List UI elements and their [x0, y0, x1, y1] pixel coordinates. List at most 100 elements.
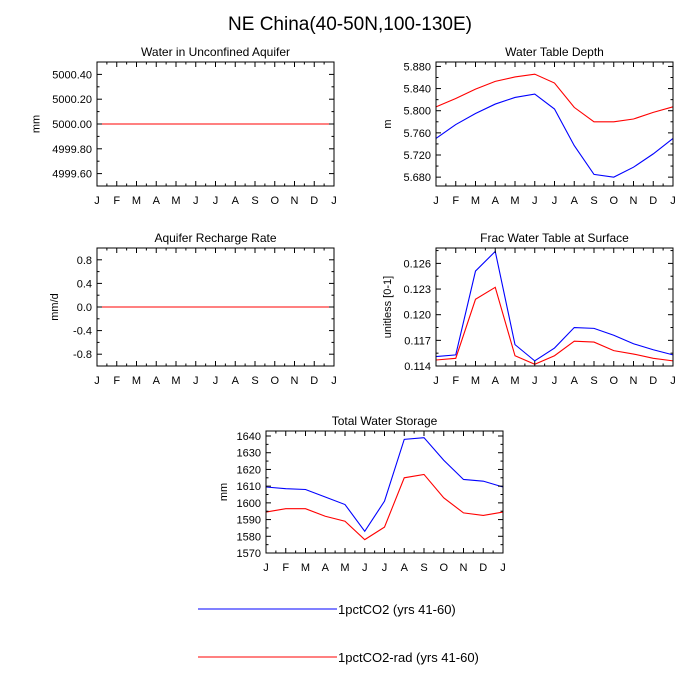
- frac-water-table-at-surface-xtick-label: A: [492, 375, 500, 387]
- frac-water-table-at-surface-ytick-label: 0.114: [404, 361, 431, 373]
- water-table-depth-ytick-label: 5.840: [403, 84, 431, 96]
- frac-water-table-at-surface-xtick-label: J: [433, 375, 439, 387]
- frac-water-table-at-surface-xtick-label: J: [670, 375, 676, 387]
- total-water-storage-xtick-label: M: [301, 562, 310, 574]
- water-table-depth-frame: [435, 61, 674, 187]
- water-table-depth-ytick-label: 5.880: [403, 61, 431, 73]
- aquifer-recharge-rate-xtick-label: J: [213, 375, 219, 387]
- total-water-storage-ytick-label: 1580: [237, 531, 261, 543]
- frac-water-table-at-surface-xtick-label: S: [590, 375, 597, 387]
- water-table-depth-xtick-label: A: [492, 195, 500, 207]
- water-in-unconfined-aquifer-xtick-label: M: [132, 195, 141, 207]
- water-in-unconfined-aquifer-ytick-label: 4999.60: [52, 169, 92, 181]
- water-in-unconfined-aquifer-ytick-label: 4999.80: [52, 144, 92, 156]
- aquifer-recharge-rate-xtick-label: N: [291, 375, 299, 387]
- water-table-depth-xtick-label: J: [433, 195, 439, 207]
- water-in-unconfined-aquifer-ytick-label: 5000.00: [52, 119, 92, 131]
- total-water-storage-ytick-label: 1630: [237, 448, 261, 460]
- total-water-storage-xtick-label: D: [479, 562, 487, 574]
- total-water-storage-xtick-label: A: [322, 562, 330, 574]
- figure-title: NE China(40-50N,100-130E): [228, 14, 472, 35]
- legend-label-1pctco2: 1pctCO2 (yrs 41-60): [338, 602, 456, 617]
- total-water-storage-xtick-label: J: [263, 562, 269, 574]
- water-table-depth-ytick-label: 5.800: [403, 106, 431, 118]
- total-water-storage-xtick-label: N: [460, 562, 468, 574]
- total-water-storage-xtick-label: O: [439, 562, 448, 574]
- water-table-depth-ytick-label: 5.760: [403, 128, 431, 140]
- aquifer-recharge-rate-ytick-label: -0.4: [73, 326, 92, 338]
- total-water-storage-series-0-line: [265, 437, 504, 533]
- total-water-storage-ytick-label: 1590: [237, 515, 261, 527]
- frac-water-table-at-surface-ytick-label: 0.126: [403, 258, 431, 270]
- legend: 1pctCO2 (yrs 41-60) 1pctCO2-rad (yrs 41-…: [198, 602, 479, 665]
- total-water-storage-ytick-label: 1610: [237, 481, 261, 493]
- water-in-unconfined-aquifer-xtick-label: D: [310, 195, 318, 207]
- water-in-unconfined-aquifer-xtick-label: A: [153, 195, 161, 207]
- aquifer-recharge-rate-xtick-label: J: [331, 375, 337, 387]
- water-table-depth-xtick-label: F: [452, 195, 459, 207]
- total-water-storage-xtick-label: M: [340, 562, 349, 574]
- water-in-unconfined-aquifer-xtick-label: O: [270, 195, 279, 207]
- water-table-depth-xtick-label: M: [471, 195, 480, 207]
- total-water-storage-title: Total Water Storage: [332, 414, 438, 428]
- aquifer-recharge-rate-ytick-label: 0.0: [77, 302, 92, 314]
- frac-water-table-at-surface-xtick-label: M: [471, 375, 480, 387]
- aquifer-recharge-rate-xtick-label: J: [193, 375, 199, 387]
- water-in-unconfined-aquifer-xtick-label: M: [171, 195, 180, 207]
- aquifer-recharge-rate-ytick-label: -0.8: [73, 349, 92, 361]
- water-in-unconfined-aquifer-xtick-label: J: [213, 195, 219, 207]
- water-table-depth-xtick-label: J: [552, 195, 558, 207]
- water-table-depth-ytick-label: 5.680: [403, 172, 431, 184]
- water-table-depth-series-1-line: [435, 73, 674, 123]
- frac-water-table-at-surface-title: Frac Water Table at Surface: [480, 231, 629, 245]
- aquifer-recharge-rate-xtick-label: M: [171, 375, 180, 387]
- aquifer-recharge-rate-xtick-label: D: [310, 375, 318, 387]
- water-table-depth-xtick-label: D: [649, 195, 657, 207]
- water-table-depth-series-0-line: [435, 93, 674, 178]
- total-water-storage-xtick-label: J: [500, 562, 506, 574]
- aquifer-recharge-rate-xtick-label: S: [251, 375, 258, 387]
- frac-water-table-at-surface-ytick-label: 0.120: [403, 310, 431, 322]
- total-water-storage-xtick-label: J: [382, 562, 388, 574]
- total-water-storage-xtick-label: A: [401, 562, 409, 574]
- water-table-depth-ylabel: m: [382, 119, 394, 128]
- water-in-unconfined-aquifer-xtick-label: F: [113, 195, 120, 207]
- total-water-storage-xtick-label: J: [362, 562, 368, 574]
- aquifer-recharge-rate-ytick-label: 0.8: [77, 255, 92, 267]
- aquifer-recharge-rate-xtick-label: M: [132, 375, 141, 387]
- aquifer-recharge-rate-xtick-label: A: [153, 375, 161, 387]
- frac-water-table-at-surface-ylabel: unitless [0-1]: [382, 276, 394, 338]
- frac-water-table-at-surface-xtick-label: J: [552, 375, 558, 387]
- water-table-depth-xtick-label: J: [532, 195, 538, 207]
- legend-label-1pctco2-rad: 1pctCO2-rad (yrs 41-60): [338, 650, 479, 665]
- total-water-storage-ylabel: mm: [218, 483, 230, 501]
- frac-water-table-at-surface-series-1-line: [435, 286, 674, 365]
- aquifer-recharge-rate-xtick-label: O: [270, 375, 279, 387]
- aquifer-recharge-rate-xtick-label: A: [232, 375, 240, 387]
- total-water-storage-ytick-label: 1600: [237, 498, 261, 510]
- total-water-storage-frame: [265, 430, 504, 554]
- water-in-unconfined-aquifer-title: Water in Unconfined Aquifer: [141, 45, 290, 59]
- aquifer-recharge-rate-ytick-label: 0.4: [77, 278, 92, 290]
- frac-water-table-at-surface-ytick-label: 0.123: [403, 284, 431, 296]
- water-in-unconfined-aquifer-xtick-label: A: [232, 195, 240, 207]
- total-water-storage-ytick-label: 1640: [237, 431, 261, 443]
- water-table-depth-xtick-label: O: [609, 195, 618, 207]
- aquifer-recharge-rate-title: Aquifer Recharge Rate: [154, 231, 276, 245]
- aquifer-recharge-rate-xtick-label: J: [94, 375, 100, 387]
- frac-water-table-at-surface-xtick-label: O: [609, 375, 618, 387]
- frac-water-table-at-surface-xtick-label: A: [571, 375, 579, 387]
- frac-water-table-at-surface-series-0-line: [435, 250, 674, 362]
- water-in-unconfined-aquifer-xtick-label: N: [291, 195, 299, 207]
- frac-water-table-at-surface-ytick-label: 0.117: [404, 335, 431, 347]
- total-water-storage-xtick-label: S: [420, 562, 427, 574]
- water-table-depth-xtick-label: A: [571, 195, 579, 207]
- total-water-storage-xtick-label: F: [282, 562, 289, 574]
- water-in-unconfined-aquifer-ylabel: mm: [31, 115, 43, 133]
- water-in-unconfined-aquifer-xtick-label: S: [251, 195, 258, 207]
